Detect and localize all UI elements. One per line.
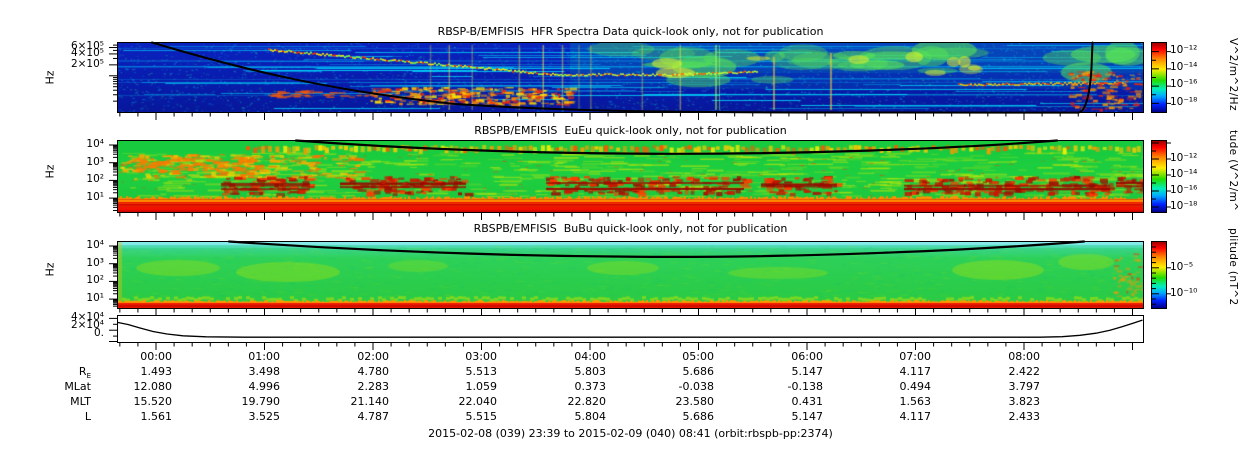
ephemeris-value: 2.422 xyxy=(1008,365,1041,378)
colorbar-tick-label: 10⁻¹⁸ xyxy=(1170,96,1198,108)
y-tick-label: 2×10⁴ xyxy=(70,319,104,331)
ephemeris-value: 19.790 xyxy=(241,395,281,408)
time-tick-label: 08:00 xyxy=(1008,350,1040,363)
ephemeris-value: 2.283 xyxy=(357,380,390,393)
colorbar-tick-label: 10⁻¹⁰ xyxy=(1170,287,1198,299)
y-tick-label: 10² xyxy=(86,173,104,185)
y-tick-label: 6×10⁵ xyxy=(70,40,104,52)
colorbar-unit-label: tude (V^2/m^ xyxy=(1227,130,1239,212)
ephemeris-value: 4.117 xyxy=(899,410,932,423)
panel3-colorbar xyxy=(1151,241,1167,309)
panel3-title: RBSPB/EMFISIS BuBu quick-look only, not … xyxy=(473,222,788,235)
row-label-mlat: MLat xyxy=(64,380,91,393)
y-tick-label: 10¹ xyxy=(86,191,104,203)
y-tick-label: 10³ xyxy=(86,257,104,269)
colorbar-tick-label: 10⁻¹⁸ xyxy=(1170,200,1198,212)
ephemeris-value: 22.820 xyxy=(567,395,607,408)
ephemeris-value: 15.520 xyxy=(133,395,173,408)
panel1-hfr-spectrogram xyxy=(117,42,1144,113)
time-tick-label: 03:00 xyxy=(465,350,497,363)
colorbar-tick-label: 10⁻¹² xyxy=(1170,152,1198,164)
row-label-re-text: R xyxy=(78,365,87,378)
ephemeris-value: 4.787 xyxy=(357,410,390,423)
colorbar-tick-label: 10⁻¹⁶ xyxy=(1170,78,1198,90)
ephemeris-value: 0.431 xyxy=(791,395,824,408)
colorbar-tick-label: 10⁻⁵ xyxy=(1170,261,1194,273)
time-tick-label: 01:00 xyxy=(248,350,280,363)
y-tick-label: 4×10⁴ xyxy=(70,311,104,323)
ephemeris-value: -0.138 xyxy=(787,380,823,393)
ephemeris-value: 0.373 xyxy=(574,380,607,393)
y-tick-label: 4×10⁵ xyxy=(70,47,104,59)
ephemeris-value: 3.525 xyxy=(248,410,281,423)
colorbar-unit-label: V^2/m^2/Hz xyxy=(1227,38,1239,111)
ephemeris-value: 4.780 xyxy=(357,365,390,378)
ephemeris-value: 23.580 xyxy=(675,395,715,408)
ephemeris-value: 5.686 xyxy=(682,365,715,378)
ephemeris-value: -0.038 xyxy=(678,380,714,393)
row-label-l: L xyxy=(84,410,91,423)
ephemeris-value: 3.498 xyxy=(248,365,281,378)
ephemeris-value: 5.147 xyxy=(791,365,824,378)
ephemeris-value: 1.561 xyxy=(140,410,173,423)
ephemeris-value: 4.996 xyxy=(248,380,281,393)
row-label-re: RE xyxy=(31,365,91,380)
ephemeris-value: 22.040 xyxy=(458,395,498,408)
panel1-yaxis-label: Hz xyxy=(43,70,57,85)
ephemeris-value: 5.515 xyxy=(465,410,498,423)
colorbar-tick-label: 10⁻¹⁶ xyxy=(1170,184,1198,196)
time-tick-label: 05:00 xyxy=(682,350,714,363)
y-tick-label: 10³ xyxy=(86,156,104,168)
time-tick-label: 07:00 xyxy=(899,350,931,363)
ephemeris-value: 5.803 xyxy=(574,365,607,378)
ephemeris-value: 0.494 xyxy=(899,380,932,393)
time-tick-label: 04:00 xyxy=(574,350,606,363)
y-tick-label: 0. xyxy=(93,327,104,339)
colorbar-tick-label: 10⁻¹⁴ xyxy=(1170,61,1198,73)
ephemeris-value: 1.059 xyxy=(465,380,498,393)
ephemeris-value: 1.563 xyxy=(899,395,932,408)
row-label-re-sub: E xyxy=(86,372,91,381)
time-range-caption: 2015-02-08 (039) 23:39 to 2015-02-09 (04… xyxy=(428,427,833,440)
colorbar-tick-label: 10⁻¹² xyxy=(1170,44,1198,56)
panel2-eueu-spectrogram xyxy=(117,140,1144,213)
ephemeris-value: 12.080 xyxy=(133,380,173,393)
y-tick-label: 2×10⁵ xyxy=(70,58,104,70)
y-tick-label: 10² xyxy=(86,274,104,286)
time-tick-label: 06:00 xyxy=(791,350,823,363)
panel3-bubu-spectrogram xyxy=(117,241,1144,309)
ephemeris-value: 5.686 xyxy=(682,410,715,423)
ephemeris-value: 3.823 xyxy=(1008,395,1041,408)
ephemeris-value: 21.140 xyxy=(350,395,390,408)
y-tick-label: 10⁴ xyxy=(86,239,104,251)
row-label-mlt: MLT xyxy=(70,395,91,408)
ephemeris-value: 4.117 xyxy=(899,365,932,378)
ephemeris-value: 2.433 xyxy=(1008,410,1041,423)
ephemeris-value: 5.804 xyxy=(574,410,607,423)
panel1-colorbar xyxy=(1151,42,1167,113)
time-tick-label: 02:00 xyxy=(357,350,389,363)
ephemeris-value: 5.147 xyxy=(791,410,824,423)
panel4-line-plot xyxy=(117,315,1144,343)
ephemeris-value: 3.797 xyxy=(1008,380,1041,393)
panel1-title: RBSP-B/EMFISIS HFR Spectra Data quick-lo… xyxy=(437,25,824,38)
panel2-title: RBSPB/EMFISIS EuEu quick-look only, not … xyxy=(474,124,787,137)
y-tick-label: 10⁴ xyxy=(86,138,104,150)
colorbar-tick-label: 10⁻¹⁴ xyxy=(1170,168,1198,180)
ephemeris-value: 1.493 xyxy=(140,365,173,378)
y-tick-label: 10¹ xyxy=(86,292,104,304)
panel2-colorbar xyxy=(1151,140,1167,213)
ephemeris-value: 5.513 xyxy=(465,365,498,378)
colorbar-unit-label: plitude (nT^2 xyxy=(1227,228,1239,306)
time-tick-label: 00:00 xyxy=(140,350,172,363)
